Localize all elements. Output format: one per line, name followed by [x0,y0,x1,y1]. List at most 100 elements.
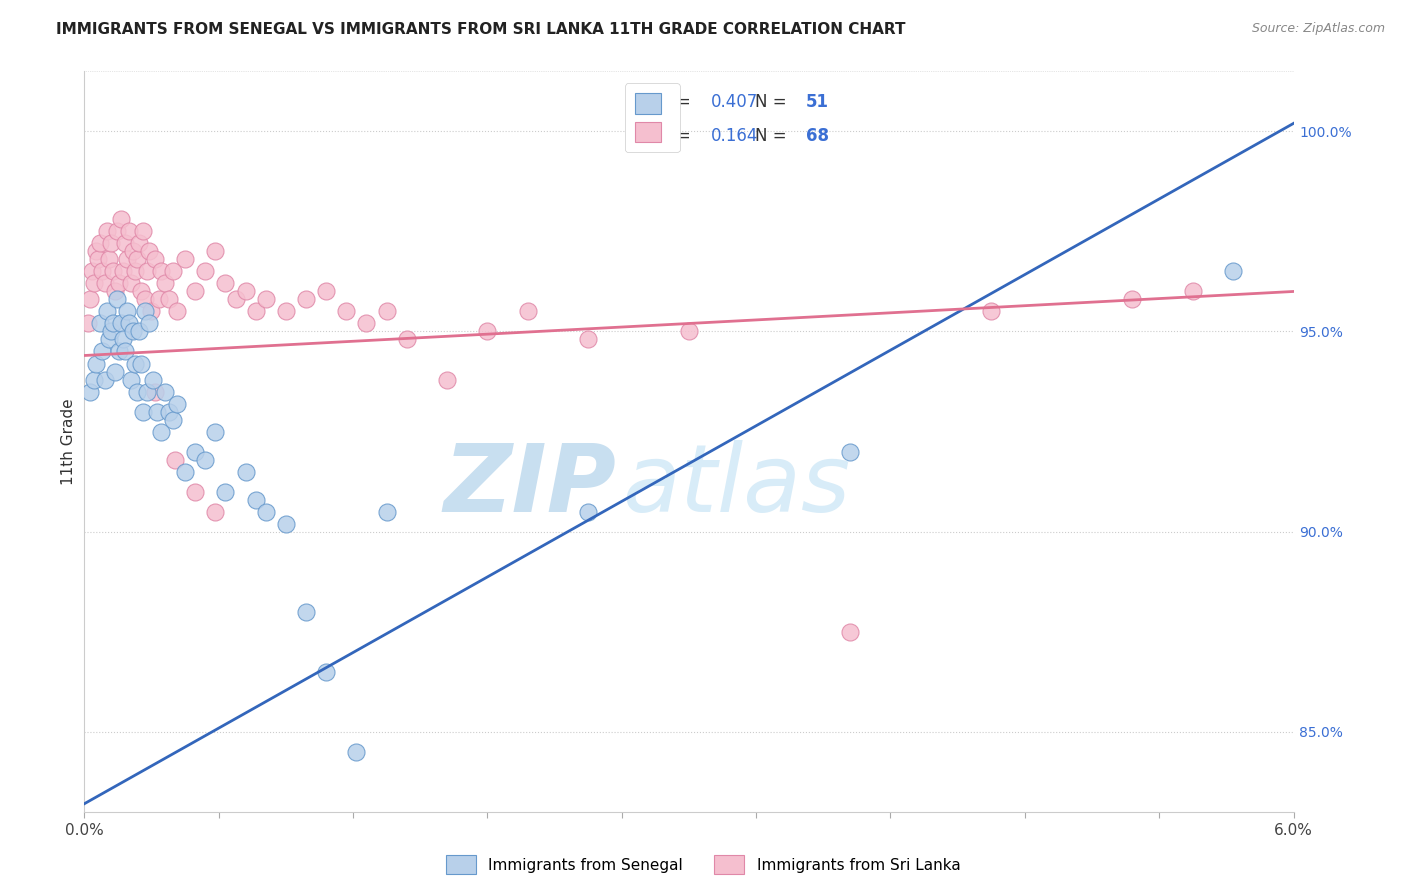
Point [79,293,101,307]
Point [315,665,337,679]
Point [110,212,132,227]
Point [165,452,187,467]
Point [214,277,236,291]
Point [100,236,122,251]
Point [335,304,357,318]
Point [204,425,226,439]
Point [128,236,150,251]
Point [149,264,172,278]
Point [184,484,207,499]
Point [194,452,217,467]
Point [245,304,267,318]
Text: R =: R = [659,127,696,145]
Point [129,285,152,299]
Point [138,244,160,259]
Point [77,317,100,331]
Point [1181,285,1204,299]
Point [115,304,138,318]
Point [839,444,862,458]
Point [295,605,318,619]
Y-axis label: 11th Grade: 11th Grade [60,398,76,485]
Point [356,317,378,331]
Point [105,224,128,238]
Point [204,244,226,259]
Point [111,333,134,347]
Point [89,317,111,331]
Point [93,372,115,386]
Point [184,444,207,458]
Point [121,325,143,339]
Point [375,505,398,519]
Point [100,325,122,339]
Point [115,252,138,267]
Point [235,285,257,299]
Point [1222,264,1244,278]
Point [254,293,277,307]
Point [139,304,162,318]
Point [143,384,166,399]
Point [135,384,157,399]
Point [121,244,143,259]
Point [104,364,127,378]
Point [83,277,105,291]
Text: IMMIGRANTS FROM SENEGAL VS IMMIGRANTS FROM SRI LANKA 11TH GRADE CORRELATION CHAR: IMMIGRANTS FROM SENEGAL VS IMMIGRANTS FR… [56,22,905,37]
Point [118,317,141,331]
Point [148,293,170,307]
Point [157,404,180,418]
Point [89,236,111,251]
Point [1121,293,1143,307]
Point [97,252,120,267]
Point [436,372,458,386]
Point [86,357,108,371]
Point [166,396,188,410]
Point [315,285,337,299]
Text: 51: 51 [806,94,830,112]
Point [153,277,176,291]
Point [576,505,599,519]
Point [86,244,108,259]
Legend: Immigrants from Senegal, Immigrants from Sri Lanka: Immigrants from Senegal, Immigrants from… [440,849,966,880]
Point [134,304,156,318]
Text: ZIP: ZIP [443,440,616,532]
Point [149,425,172,439]
Point [87,252,110,267]
Point [138,317,160,331]
Point [516,304,538,318]
Point [118,224,141,238]
Text: R =: R = [659,94,696,112]
Point [184,285,207,299]
Text: 68: 68 [806,127,830,145]
Point [128,325,150,339]
Point [125,252,148,267]
Point [245,492,267,507]
Point [101,317,124,331]
Text: Source: ZipAtlas.com: Source: ZipAtlas.com [1251,22,1385,36]
Point [174,252,197,267]
Point [120,372,142,386]
Point [105,293,128,307]
Point [153,384,176,399]
Point [107,344,129,359]
Point [96,224,118,238]
Point [254,505,277,519]
Point [146,404,169,418]
Point [79,384,101,399]
Point [132,224,155,238]
Text: 0.164: 0.164 [710,127,758,145]
Point [143,252,166,267]
Point [174,465,197,479]
Point [120,277,142,291]
Point [129,357,152,371]
Point [980,304,1002,318]
Point [97,333,120,347]
Point [166,304,188,318]
Point [110,317,132,331]
Point [96,304,118,318]
Legend: , : , [624,83,679,153]
Point [395,333,418,347]
Point [135,264,157,278]
Point [82,264,104,278]
Point [295,293,318,307]
Text: 0.407: 0.407 [710,94,758,112]
Point [114,344,136,359]
